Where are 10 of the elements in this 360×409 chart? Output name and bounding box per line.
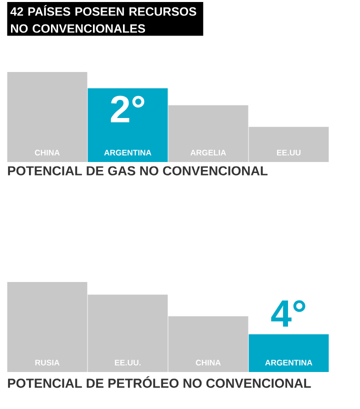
x-tick-label: ARGENTINA: [104, 150, 152, 156]
x-axis-title: POTENCIAL DE PETRÓLEO NO CONVENCIONAL: [8, 376, 311, 388]
annotation: 2°: [110, 96, 144, 122]
bar: [248, 334, 329, 372]
bar: [88, 88, 168, 162]
bar: [7, 72, 88, 162]
chart-title: 42 PAÍSES POSEEN RECURSOS NO CONVENCIONALES: [10, 5, 196, 33]
x-axis-title: POTENCIAL DE GAS NO CONVENCIONAL: [8, 166, 268, 176]
x-tick-label: ARGENTINA: [265, 360, 312, 366]
annotation: 4°: [271, 300, 306, 327]
